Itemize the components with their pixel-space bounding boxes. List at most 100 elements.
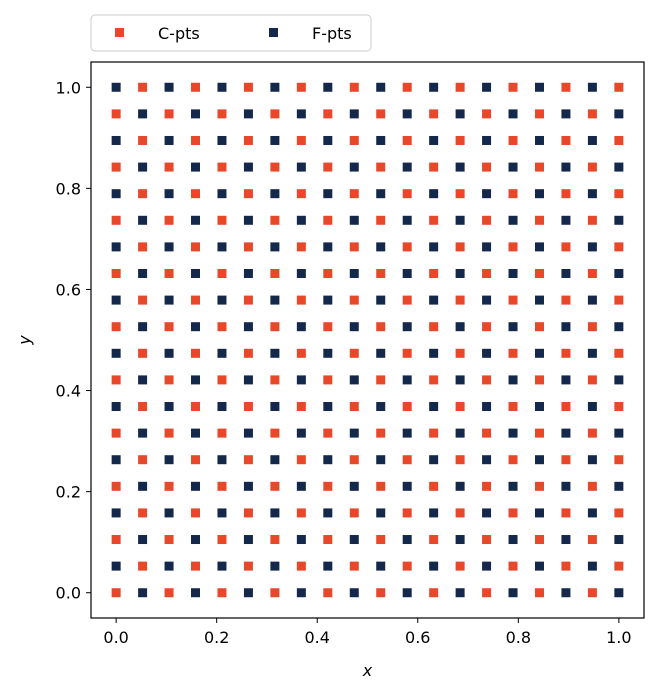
f-pt-marker [402, 109, 412, 119]
c-pt-marker [587, 109, 597, 119]
f-pt-marker [243, 109, 253, 119]
f-pt-marker [243, 215, 253, 225]
f-pt-marker [164, 135, 174, 145]
f-pt-marker [243, 481, 253, 491]
c-pt-marker [561, 402, 571, 412]
f-pt-marker [455, 535, 465, 545]
y-tick-label: 0.4 [56, 382, 81, 401]
f-pt-marker [508, 428, 518, 438]
c-pt-marker [376, 162, 386, 172]
f-pt-marker [243, 588, 253, 598]
c-pt-marker [455, 402, 465, 412]
c-pt-marker [508, 561, 518, 571]
f-pt-marker [191, 162, 201, 172]
c-pt-marker [508, 295, 518, 305]
f-pt-marker [508, 215, 518, 225]
f-pt-marker [429, 242, 439, 252]
f-pt-marker [376, 295, 386, 305]
f-pt-marker [243, 268, 253, 278]
c-pt-marker [429, 428, 439, 438]
c-pt-marker [296, 402, 306, 412]
f-pt-marker [296, 375, 306, 385]
f-pt-marker [111, 508, 121, 518]
c-pt-marker [111, 588, 121, 598]
f-pt-marker [587, 455, 597, 465]
c-pt-marker [191, 135, 201, 145]
c-pt-marker [243, 561, 253, 571]
c-pt-marker [296, 295, 306, 305]
f-pt-marker [270, 402, 280, 412]
f-pt-marker [614, 481, 624, 491]
c-pt-marker [323, 268, 333, 278]
f-pt-marker [296, 588, 306, 598]
f-pt-marker [138, 109, 148, 119]
c-pt-marker [296, 561, 306, 571]
c-pt-marker [561, 508, 571, 518]
c-pt-marker [111, 268, 121, 278]
f-pt-marker [270, 295, 280, 305]
f-pt-marker [191, 268, 201, 278]
f-pt-marker [111, 455, 121, 465]
f-pt-marker [296, 535, 306, 545]
c-pt-marker [587, 588, 597, 598]
f-pt-marker [508, 588, 518, 598]
f-pt-marker [429, 189, 439, 199]
c-pt-marker [455, 135, 465, 145]
f-pt-marker [402, 162, 412, 172]
c-pt-marker [508, 455, 518, 465]
f-pt-marker [455, 162, 465, 172]
f-pt-marker [429, 455, 439, 465]
plot-area [90, 61, 645, 619]
c-pt-marker [349, 295, 359, 305]
c-pt-marker [587, 375, 597, 385]
f-pt-marker [508, 322, 518, 332]
f-pt-marker [587, 82, 597, 92]
f-pt-marker [587, 135, 597, 145]
c-pt-marker [270, 109, 280, 119]
c-pt-marker [587, 162, 597, 172]
f-pt-marker [402, 481, 412, 491]
c-pt-marker [111, 162, 121, 172]
f-pt-marker [455, 428, 465, 438]
c-pt-marker [243, 455, 253, 465]
c-pt-marker [191, 242, 201, 252]
f-pt-marker [323, 455, 333, 465]
c-pt-marker [217, 162, 227, 172]
c-pt-marker [376, 268, 386, 278]
c-pt-marker [138, 402, 148, 412]
f-pt-marker [455, 109, 465, 119]
f-pt-marker [508, 162, 518, 172]
legend-label-c-pts: C-pts [158, 24, 200, 43]
c-pt-marker [191, 348, 201, 358]
f-pt-marker [217, 561, 227, 571]
legend-marker-c-pts [115, 28, 124, 37]
f-pt-marker [455, 588, 465, 598]
f-pt-marker [164, 561, 174, 571]
c-pt-marker [191, 189, 201, 199]
c-pt-marker [429, 162, 439, 172]
f-pt-marker [455, 215, 465, 225]
f-pt-marker [323, 135, 333, 145]
c-pt-marker [349, 82, 359, 92]
f-pt-marker [482, 135, 492, 145]
c-pt-marker [402, 508, 412, 518]
f-pt-marker [164, 189, 174, 199]
f-pt-marker [111, 135, 121, 145]
c-pt-marker [111, 322, 121, 332]
c-pt-marker [376, 375, 386, 385]
f-pt-marker [191, 428, 201, 438]
c-pt-marker [508, 402, 518, 412]
f-pt-marker [402, 428, 412, 438]
c-pt-marker [534, 322, 544, 332]
c-pt-marker [323, 481, 333, 491]
y-tick-label: 1.0 [56, 78, 81, 97]
f-pt-marker [138, 162, 148, 172]
f-pt-marker [614, 428, 624, 438]
c-pt-marker [402, 242, 412, 252]
f-pt-marker [587, 242, 597, 252]
f-pt-marker [376, 455, 386, 465]
c-pt-marker [270, 162, 280, 172]
c-pt-marker [270, 215, 280, 225]
f-pt-marker [111, 561, 121, 571]
c-pt-marker [561, 561, 571, 571]
